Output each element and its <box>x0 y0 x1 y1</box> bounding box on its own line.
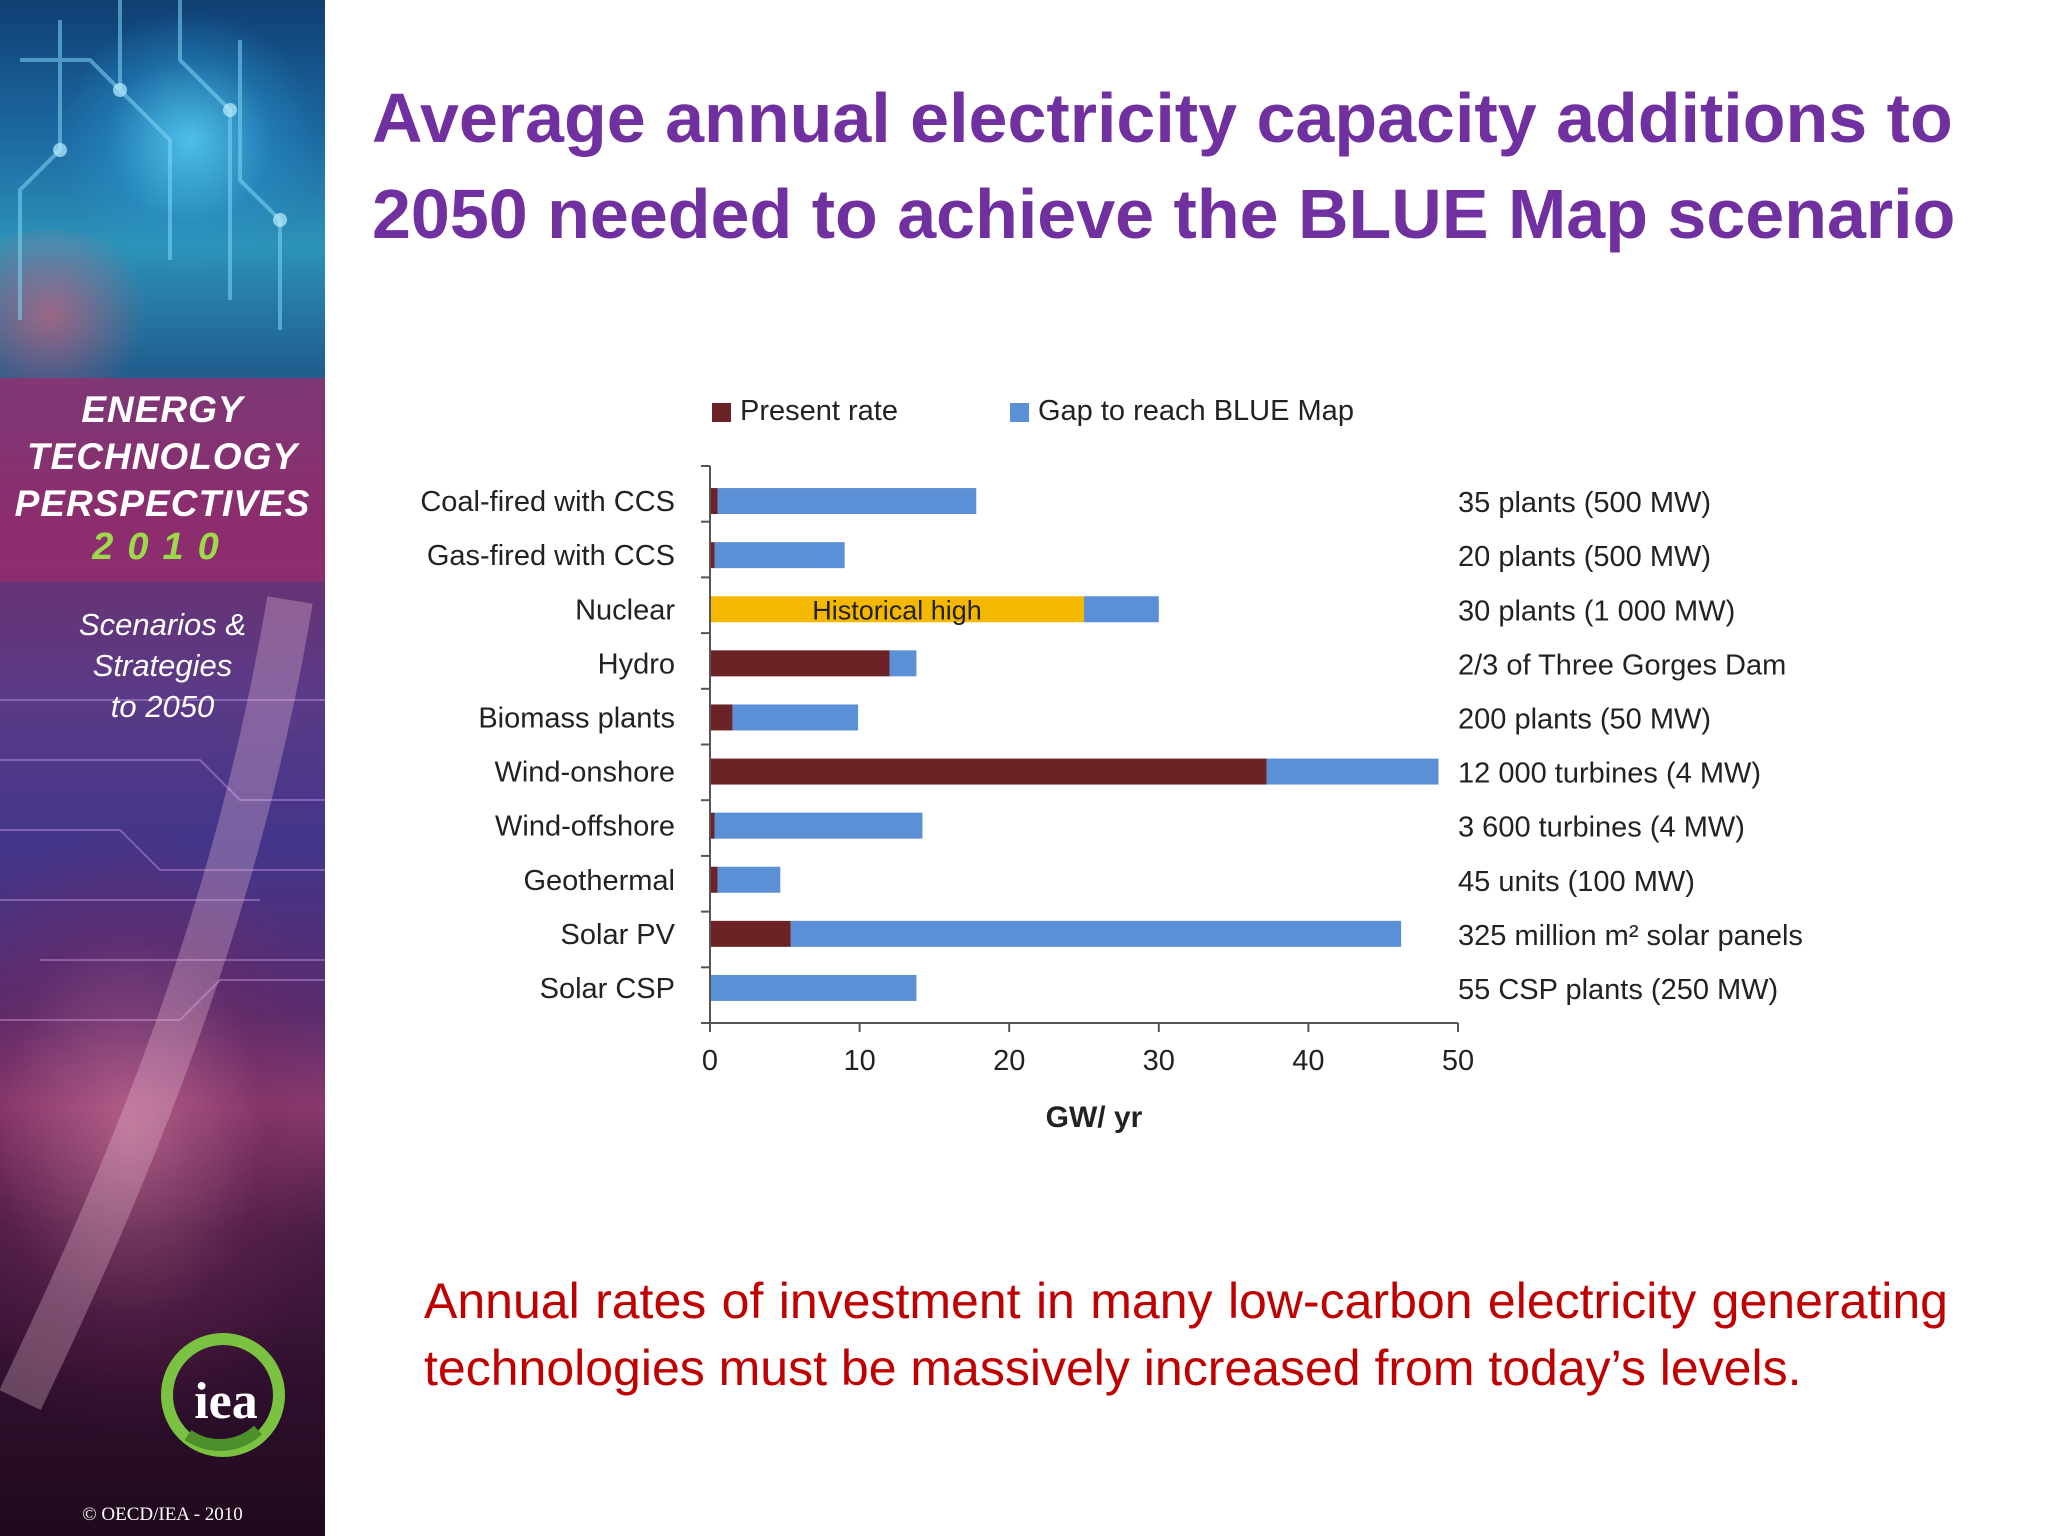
category-label: Wind-onshore <box>494 757 675 789</box>
bar-gap <box>1266 758 1439 785</box>
bar-gap <box>717 488 977 515</box>
iea-logo: iea <box>161 1333 285 1457</box>
sidebar-title: ENERGY TECHNOLOGY PERSPECTIVES <box>14 389 311 524</box>
category-label: Coal-fired with CCS <box>420 486 675 518</box>
right-label: 3 600 turbines (4 MW) <box>1458 812 1745 844</box>
sidebar-band <box>0 378 325 582</box>
sidebar-subtitle: Scenarios & Strategies to 2050 <box>78 607 247 724</box>
bar-present-rate <box>710 596 1084 623</box>
bar-gap <box>889 650 917 677</box>
bar-present-rate <box>710 704 733 731</box>
footer-text: Annual rates of investment in many low-c… <box>424 1273 1948 1396</box>
x-tick-label: 20 <box>993 1045 1025 1077</box>
bar-gap <box>710 974 917 1001</box>
category-label: Geothermal <box>523 865 675 897</box>
right-label: 35 plants (500 MW) <box>1458 487 1711 519</box>
category-label: Biomass plants <box>478 702 675 734</box>
bar-gap <box>1084 596 1159 623</box>
page-title: Average annual electricity capacity addi… <box>372 79 1956 253</box>
bar-gap <box>732 704 859 731</box>
bar-present-rate <box>710 758 1267 785</box>
bar-present-rate <box>710 920 791 947</box>
x-tick-label: 10 <box>843 1045 875 1077</box>
x-tick-label: 50 <box>1442 1045 1474 1077</box>
category-label: Nuclear <box>575 594 675 626</box>
bar-present-rate <box>710 812 715 839</box>
right-label: 2/3 of Three Gorges Dam <box>1458 649 1786 681</box>
legend-swatch-present-rate <box>712 403 731 422</box>
bar-gap <box>714 542 845 569</box>
legend-label-gap: Gap to reach BLUE Map <box>1038 395 1354 427</box>
category-label: Solar PV <box>561 919 676 951</box>
bar-gap <box>790 920 1402 947</box>
bar-present-rate <box>710 542 715 569</box>
right-label: 45 units (100 MW) <box>1458 866 1695 898</box>
bar-chart: Present rate Gap to reach BLUE Map Coal-fi… <box>420 395 1803 1134</box>
sidebar-glow <box>0 820 325 1440</box>
circuit-pattern <box>0 0 325 1410</box>
right-label: 325 million m² solar panels <box>1458 920 1803 952</box>
x-tick-label: 40 <box>1292 1045 1324 1077</box>
right-label: 55 CSP plants (250 MW) <box>1458 974 1778 1006</box>
sidebar-year: 2010 <box>92 526 233 568</box>
bar-gap <box>717 866 781 893</box>
right-label: 20 plants (500 MW) <box>1458 541 1711 573</box>
sidebar: ENERGY TECHNOLOGY PERSPECTIVES 2010 Scen… <box>0 0 325 1536</box>
right-label: 200 plants (50 MW) <box>1458 703 1711 735</box>
bar-gap <box>714 812 923 839</box>
right-label: 12 000 turbines (4 MW) <box>1458 758 1761 790</box>
bar-present-rate <box>710 650 890 677</box>
sidebar-glow <box>60 10 320 270</box>
right-label: 30 plants (1 000 MW) <box>1458 595 1735 627</box>
x-axis-label: GW/ yr <box>1046 1101 1143 1134</box>
x-tick-label: 0 <box>702 1045 718 1077</box>
legend-swatch-gap <box>1010 403 1029 422</box>
bar-present-rate <box>710 488 718 515</box>
copyright: © OECD/IEA - 2010 <box>82 1504 243 1525</box>
bar-present-rate <box>710 866 718 893</box>
category-label: Gas-fired with CCS <box>427 540 675 572</box>
iea-logo-text: iea <box>194 1373 258 1430</box>
category-label: Solar CSP <box>540 973 675 1005</box>
category-label: Wind-offshore <box>495 811 675 843</box>
x-tick-label: 30 <box>1143 1045 1175 1077</box>
legend-label-present-rate: Present rate <box>740 395 898 427</box>
annotation-historical-high: Historical high <box>812 595 982 625</box>
category-label: Hydro <box>598 648 675 680</box>
